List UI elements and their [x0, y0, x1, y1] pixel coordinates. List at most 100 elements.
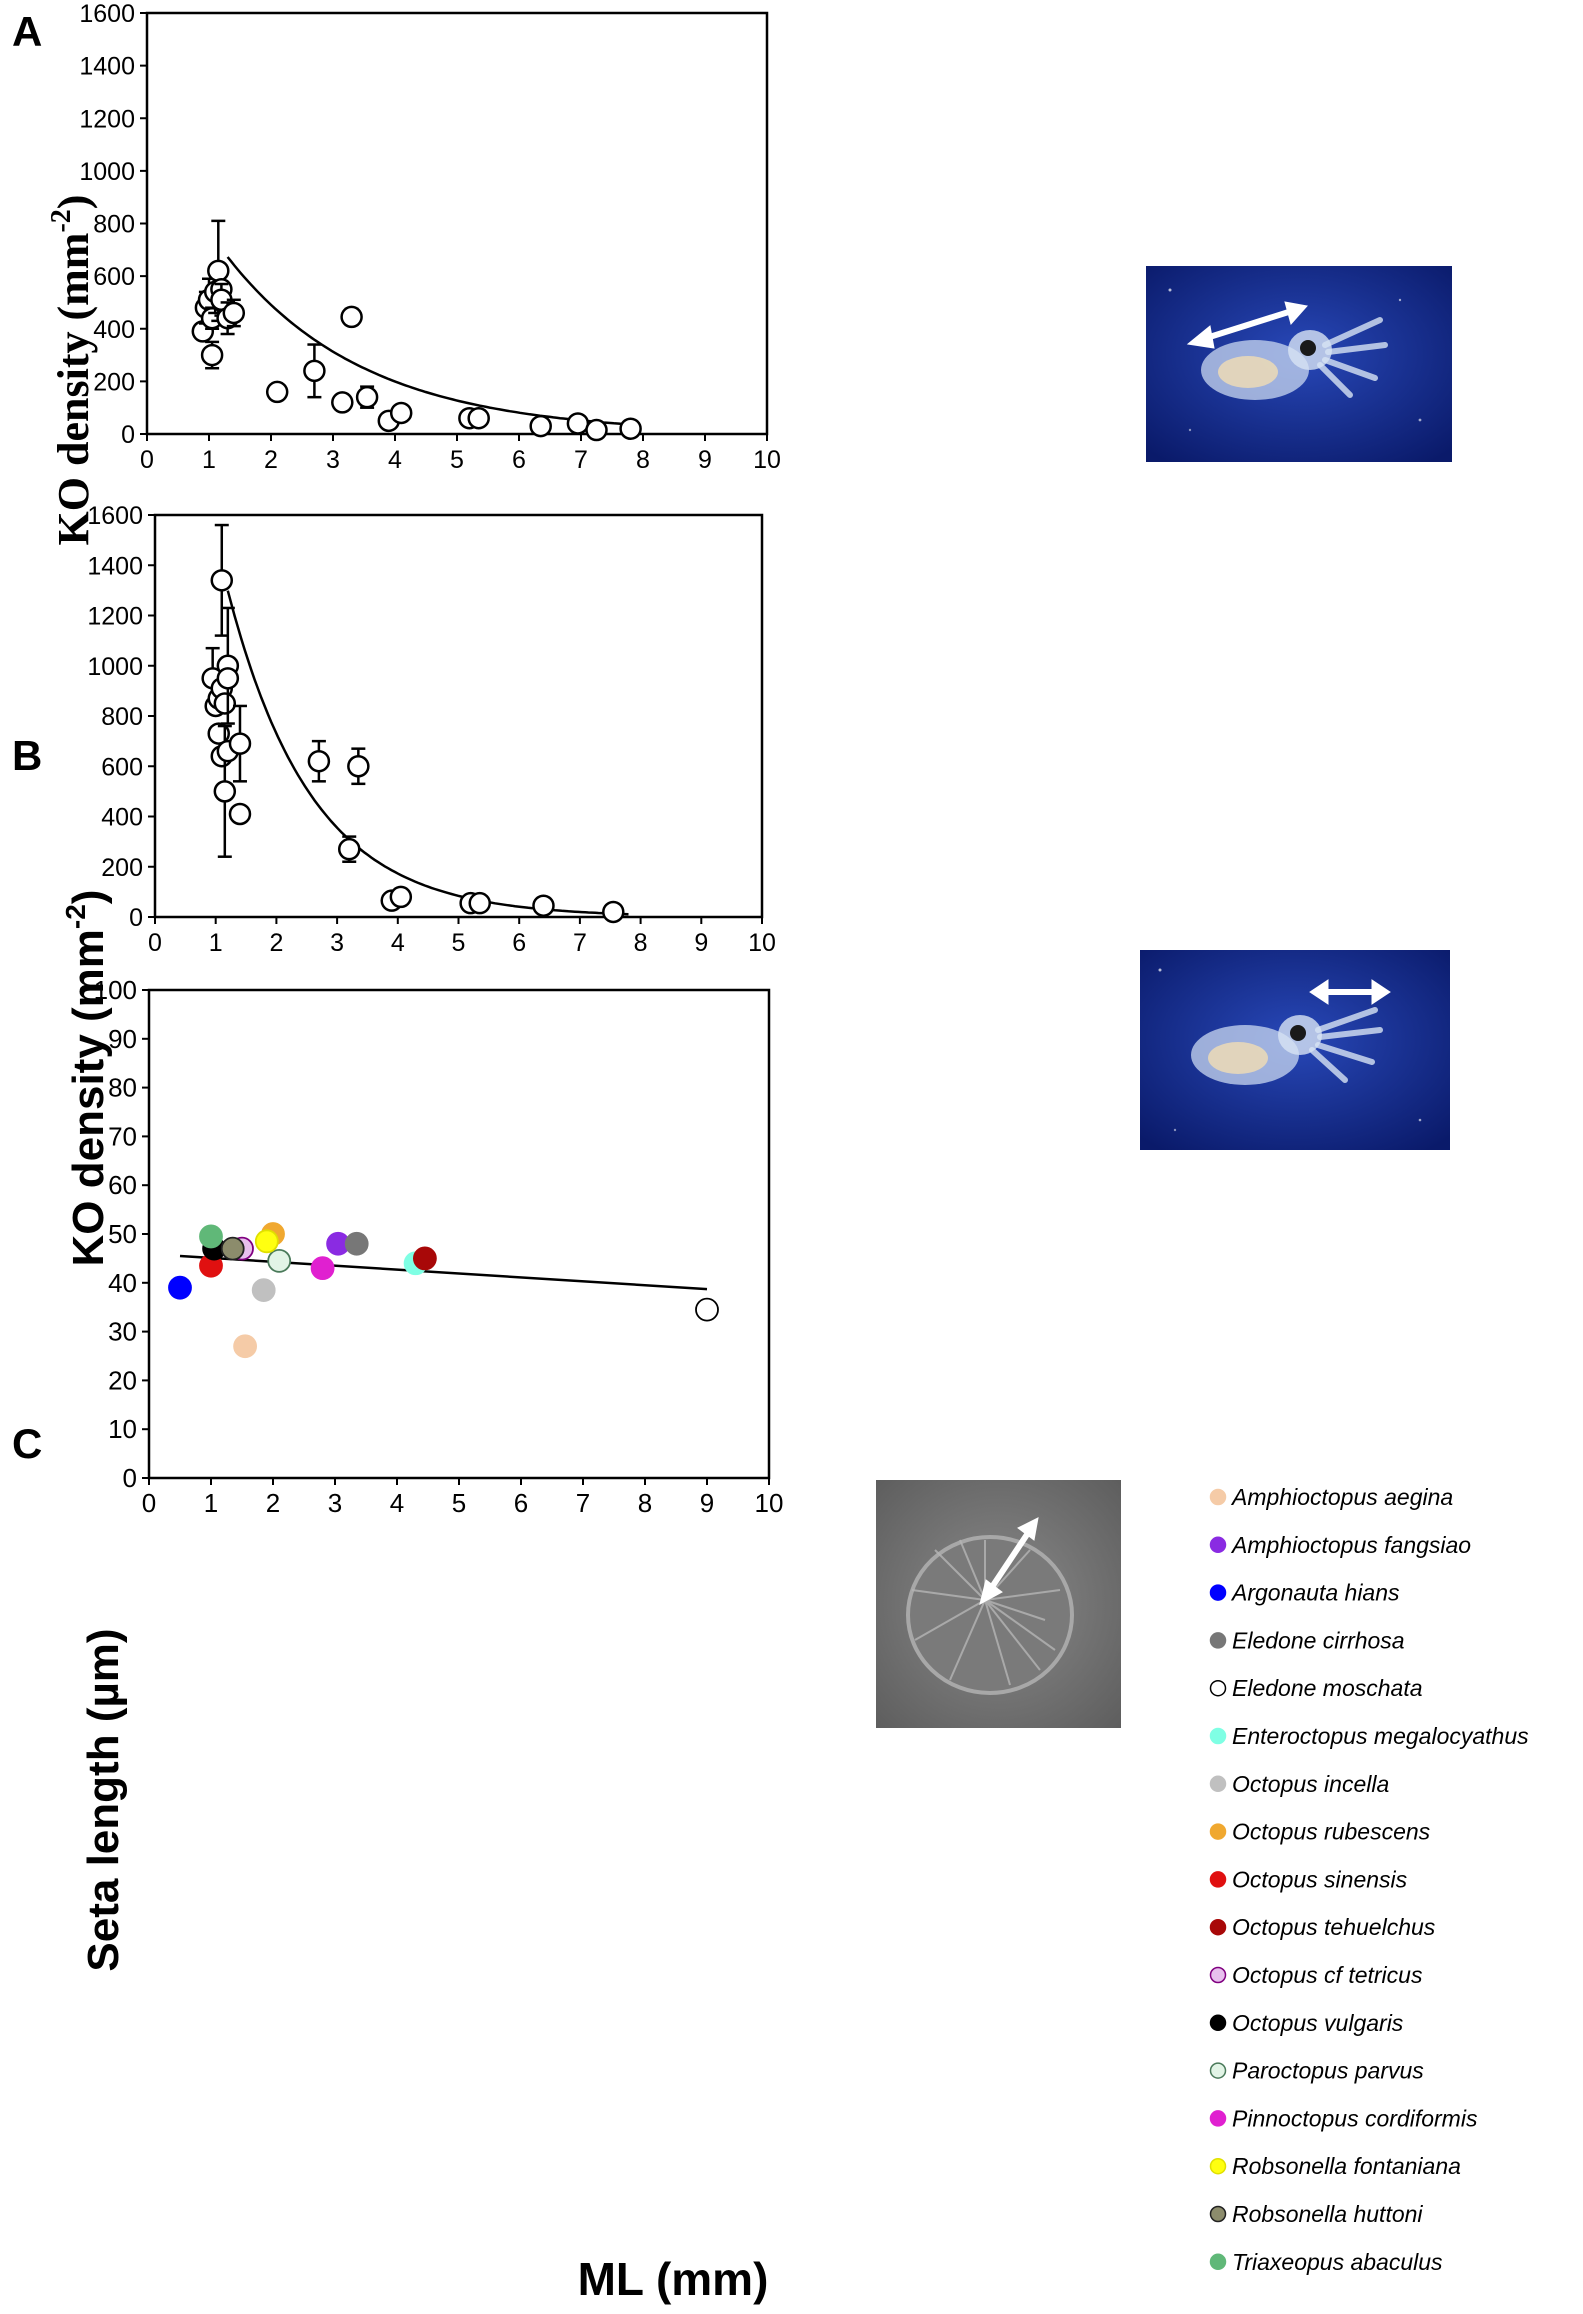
panel-a-inset-photo [1146, 266, 1452, 462]
panel-b-data-point [532, 894, 555, 917]
panel-b-x-tick-label: 1 [209, 929, 223, 957]
legend-label: Octopus rubescens [1232, 1819, 1431, 1845]
legend-label: Robsonella fontaniana [1232, 2153, 1461, 2179]
panel-a-y-title-sup: -2 [46, 209, 77, 232]
panel-a-x-tick-label: 3 [326, 446, 340, 474]
panel-b-x-tick-label: 5 [452, 929, 466, 957]
panel-b: B 0 1 2 3 4 5 6 7 8 9 1002004006008001000120014001… [12, 502, 1450, 1266]
squid-icon [1201, 317, 1388, 400]
panel-c-y-tick-label: 10 [108, 1414, 137, 1444]
panel-b-y-tick-label: 1600 [87, 502, 143, 530]
panel-c-x-tick-label: 4 [390, 1488, 404, 1518]
squid-icon-b [1191, 1007, 1383, 1085]
panel-a-x-tick-label: 7 [574, 446, 588, 474]
panel-c-y-tick-label: 70 [108, 1121, 137, 1151]
panel-c-y-tick-label: 30 [108, 1317, 137, 1347]
panel-b-y-tick-label: 1400 [87, 552, 143, 580]
legend-marker [1209, 1918, 1227, 1936]
panel-c-x-tick-label: 2 [266, 1488, 280, 1518]
panel-c-inset-sem [876, 1480, 1121, 1728]
panel-a-x-tick-label: 9 [698, 446, 712, 474]
panel-c-data-point [344, 1231, 369, 1256]
panel-a-x-tick-label: 4 [388, 446, 402, 474]
panel-c-y-tick-label: 100 [94, 975, 137, 1005]
panel-c-data-point [412, 1246, 437, 1271]
panel-c-x-tick-label: 5 [452, 1488, 466, 1518]
panel-c-y-tick-label: 50 [108, 1219, 137, 1249]
panel-a-y-title-tail: ) [49, 195, 98, 210]
panel-a-x-tick-label: 6 [512, 446, 526, 474]
panel-b-y-tick-label: 800 [101, 703, 143, 731]
panel-c-data-point [254, 1229, 279, 1254]
panel-c-data-point [310, 1256, 335, 1281]
panel-b-x-tick-label: 10 [748, 929, 776, 957]
legend-marker [1209, 1632, 1227, 1649]
panel-label-a: A [12, 8, 42, 55]
legend-marker [1209, 2253, 1227, 2271]
panel-a-y-axis-title: KO density (mm-2) [46, 195, 98, 546]
legend-marker [1209, 2205, 1227, 2223]
legend-marker [1209, 1679, 1227, 1697]
panel-c-data-point [695, 1297, 719, 1322]
legend-marker [1209, 1823, 1227, 1840]
legend-marker [1209, 1727, 1227, 1745]
panel-a-data-point [619, 417, 642, 440]
panel-a-data-point [207, 259, 230, 283]
panel-c-y-tick-label: 80 [108, 1073, 137, 1103]
legend-marker [1209, 2062, 1227, 2079]
panel-b-data-point [468, 891, 491, 915]
panel-a-y-tick-label: 400 [93, 316, 135, 344]
panel-a-plot-frame [145, 11, 769, 436]
legend-marker [1209, 1775, 1227, 1793]
double-arrow-icon-c [979, 1517, 1039, 1605]
legend-label: Octopus cf tetricus [1232, 1962, 1423, 1988]
legend-marker [1209, 1488, 1227, 1506]
legend-label: Pinnoctopus cordiformis [1232, 2105, 1478, 2131]
panel-a-data-point [467, 406, 490, 430]
legend-label: Octopus sinensis [1232, 1866, 1408, 1892]
legend-label: Triaxeopus abaculus [1232, 2249, 1443, 2275]
legend-marker [1209, 1966, 1227, 1984]
panel-a-data-point [389, 401, 413, 425]
panel-c-y-axis-title: Seta length (µm) [79, 1628, 128, 1971]
panel-a-y-tick-label: 200 [93, 368, 135, 396]
panel-a-data-point [303, 359, 326, 383]
panel-b-y-tick-label: 0 [129, 904, 143, 932]
panel-a-x-tick-label: 0 [140, 446, 154, 474]
legend-label: Paroctopus parvus [1232, 2058, 1424, 2084]
panel-a-fit-line [226, 256, 631, 426]
panel-a-data-point [529, 414, 552, 438]
legend-label: Amphioctopus aegina [1230, 1484, 1453, 1510]
legend-label: Octopus tehuelchus [1232, 1914, 1436, 1940]
panel-b-axes: 0 1 2 3 4 5 6 7 8 9 10 0 200 400 600 800 1000 1200 1400 160… [87, 502, 776, 957]
panel-b-fit-line [226, 590, 629, 916]
panel-a-axes: 0 1 2 3 4 5 6 7 8 9 10 0 200 400 600 800 1000 1200 1400 160… [79, 0, 781, 474]
panel-b-y-tick-label: 1000 [87, 653, 143, 681]
panel-c-data-point [251, 1278, 276, 1303]
legend-marker [1209, 1584, 1227, 1601]
panel-a-y-tick-label: 1600 [79, 0, 135, 28]
panel-b-x-tick-label: 9 [694, 929, 708, 957]
panel-c-x-tick-label: 6 [514, 1488, 528, 1518]
panel-b-data-point [213, 692, 237, 715]
panel-a-data-point [265, 380, 289, 404]
legend-label: Amphioctopus fangsiao [1230, 1532, 1471, 1558]
double-arrow-icon-b [1309, 979, 1391, 1005]
panel-c-x-tick-label: 0 [142, 1488, 156, 1518]
panel-a-y-tick-label: 600 [93, 263, 135, 291]
panel-a-x-tick-label: 5 [450, 446, 464, 474]
legend-marker [1209, 1536, 1227, 1554]
panel-b-data-point [347, 755, 370, 778]
panel-b-data-point [602, 900, 625, 924]
panel-b-data-point [389, 885, 413, 909]
panel-a-x-tick-label: 2 [264, 446, 278, 474]
panel-b-x-tick-label: 0 [148, 929, 162, 957]
legend-label: Octopus incella [1232, 1771, 1389, 1797]
panel-b-data-point [213, 780, 237, 803]
panel-c-plot-frame [147, 988, 771, 1480]
panel-a-y-tick-label: 1200 [79, 105, 135, 133]
panel-b-x-tick-label: 7 [573, 929, 587, 957]
legend-marker [1209, 2110, 1227, 2127]
panel-a-data-point [340, 305, 363, 329]
